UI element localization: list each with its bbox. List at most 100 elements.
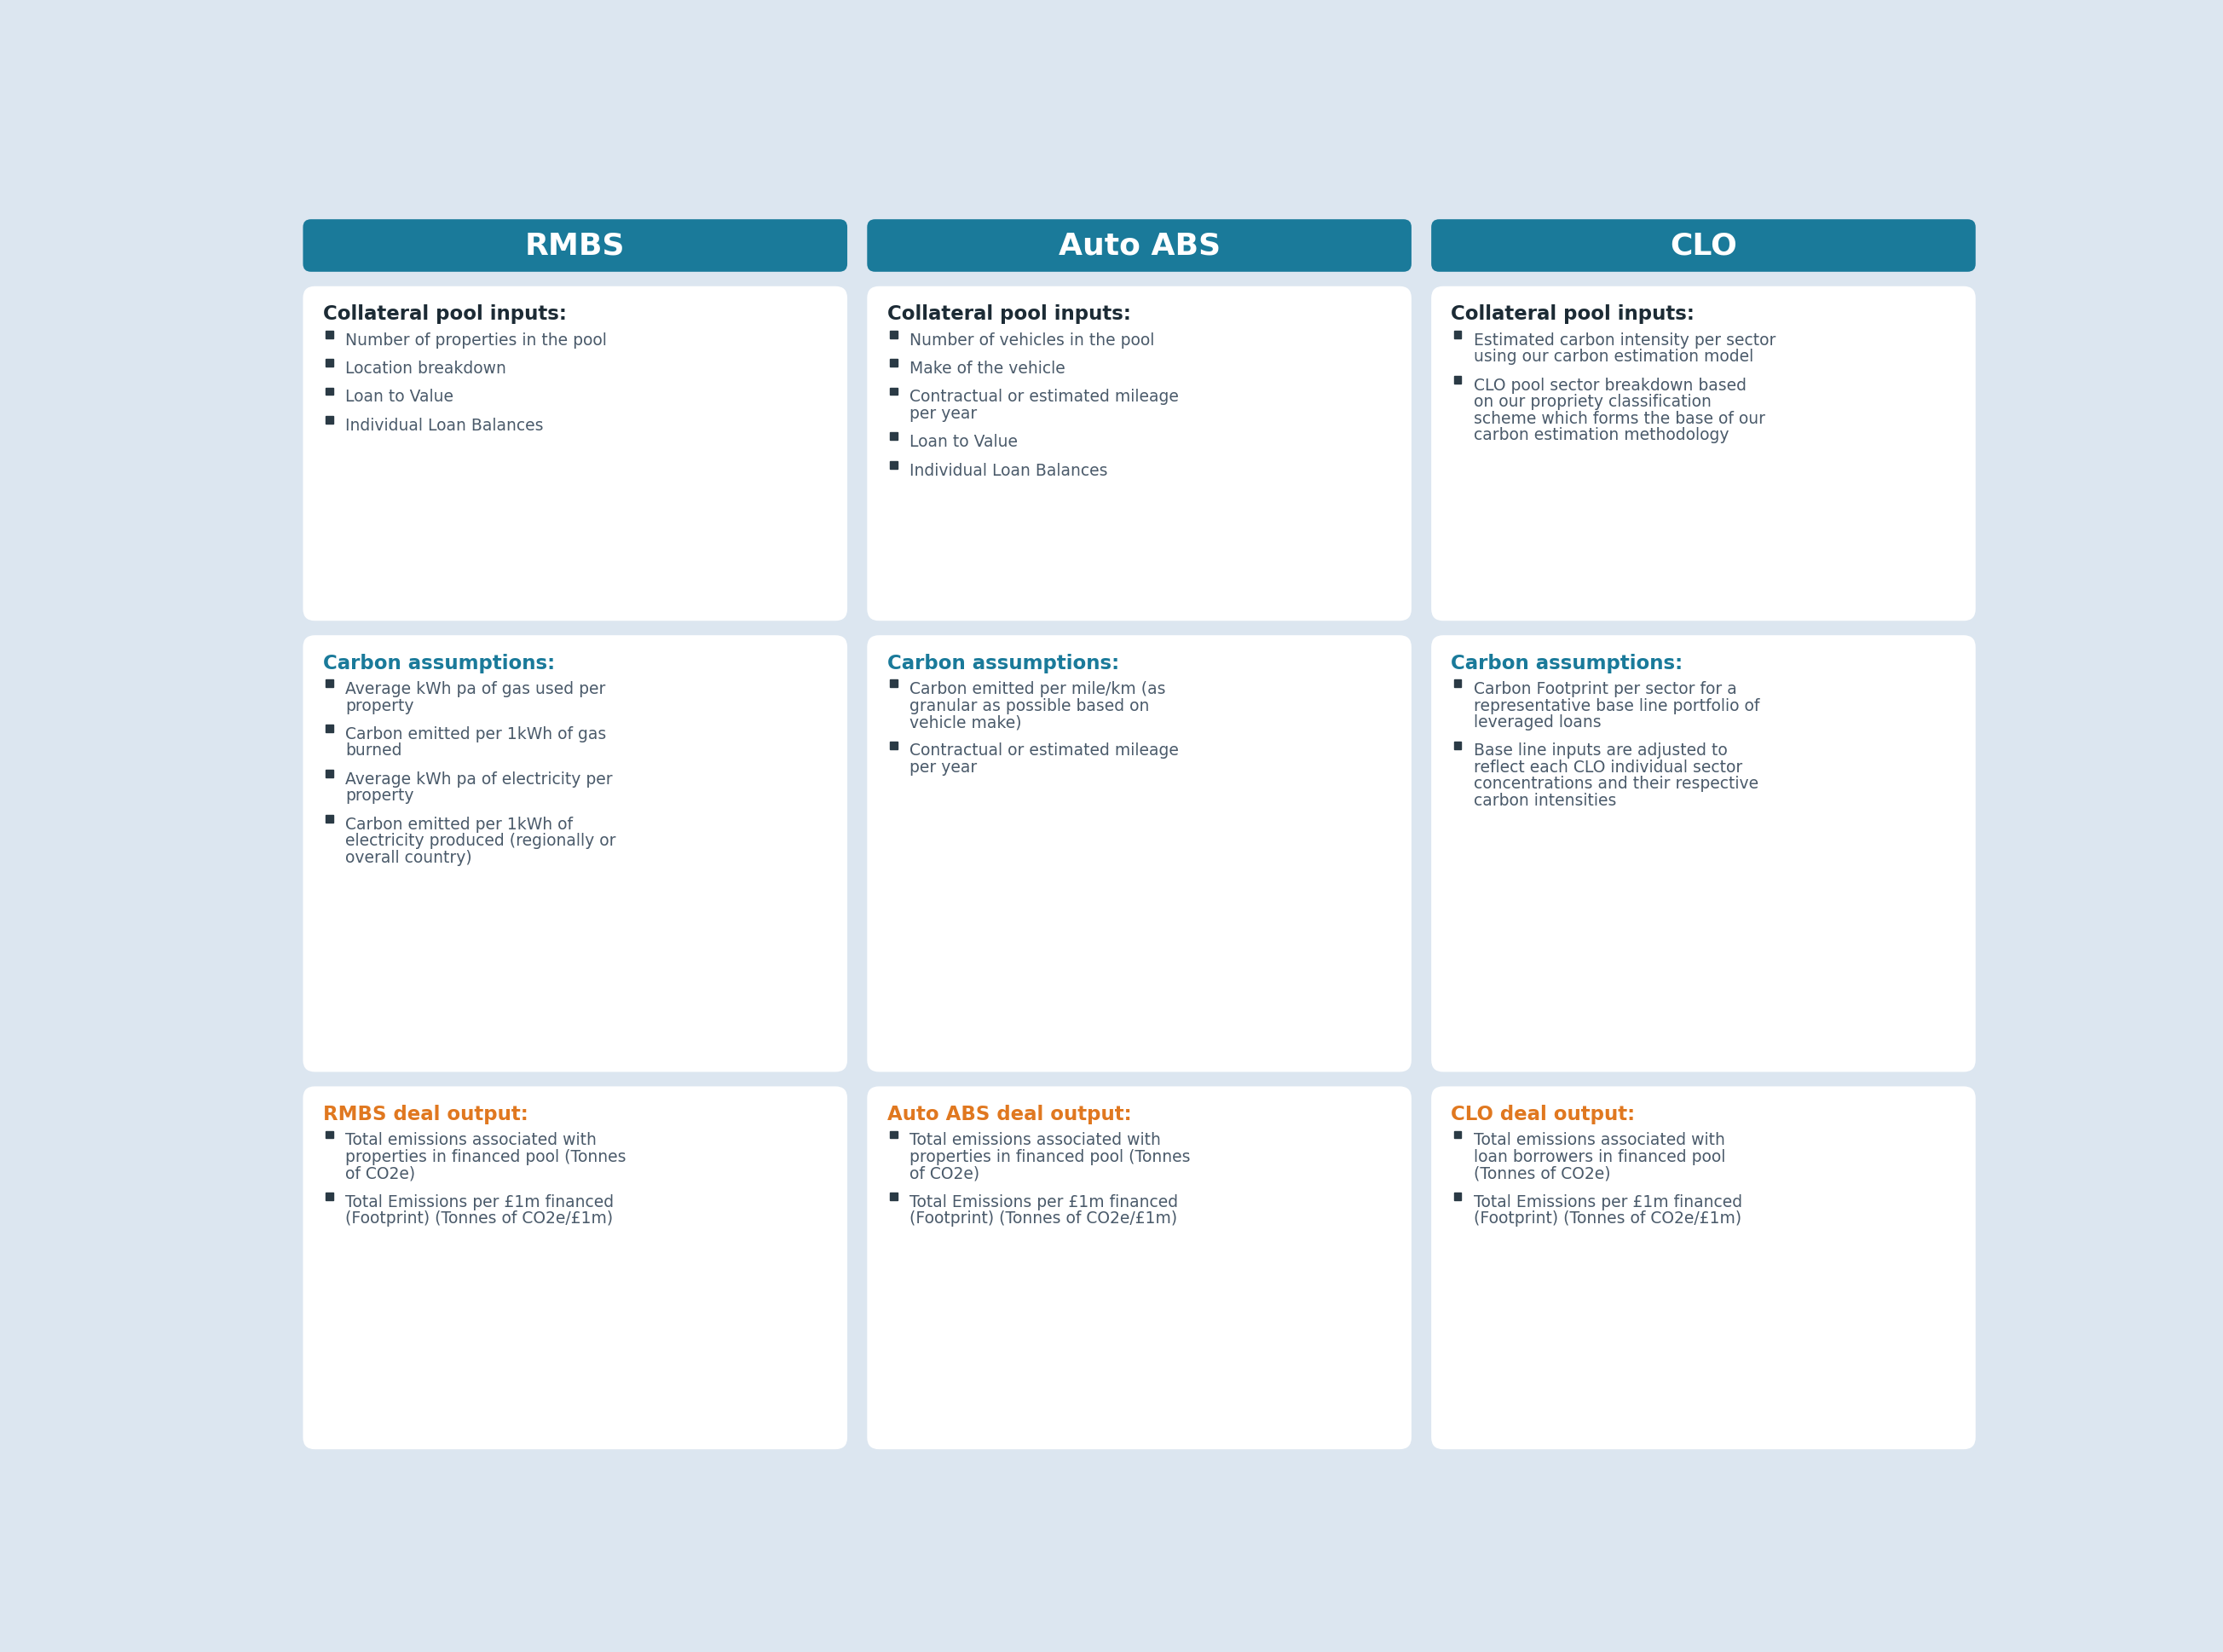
Bar: [889, 1193, 898, 1199]
Text: carbon intensities: carbon intensities: [1474, 793, 1616, 809]
Bar: [889, 433, 898, 439]
Bar: [889, 358, 898, 367]
Text: Auto ABS deal output:: Auto ABS deal output:: [887, 1105, 1132, 1125]
Text: Individual Loan Balances: Individual Loan Balances: [345, 418, 542, 434]
Bar: [1454, 1193, 1461, 1199]
Text: granular as possible based on: granular as possible based on: [909, 697, 1149, 714]
Text: per year: per year: [909, 406, 976, 421]
Bar: [325, 679, 333, 687]
Text: CLO: CLO: [1669, 231, 1736, 259]
Text: representative base line portfolio of: representative base line portfolio of: [1474, 697, 1758, 714]
Text: Carbon emitted per 1kWh of: Carbon emitted per 1kWh of: [345, 816, 574, 833]
Bar: [325, 388, 333, 395]
Text: properties in financed pool (Tonnes: properties in financed pool (Tonnes: [345, 1148, 627, 1165]
Text: Location breakdown: Location breakdown: [345, 360, 507, 377]
Text: using our carbon estimation model: using our carbon estimation model: [1474, 349, 1754, 365]
FancyBboxPatch shape: [867, 220, 1412, 271]
Text: electricity produced (regionally or: electricity produced (regionally or: [345, 833, 616, 849]
Bar: [889, 388, 898, 395]
Text: Loan to Value: Loan to Value: [909, 434, 1018, 451]
Bar: [1454, 742, 1461, 748]
Text: property: property: [345, 788, 413, 805]
Text: Collateral pool inputs:: Collateral pool inputs:: [887, 304, 1132, 324]
Text: Loan to Value: Loan to Value: [345, 390, 453, 405]
Text: CLO deal output:: CLO deal output:: [1452, 1105, 1636, 1125]
Text: Make of the vehicle: Make of the vehicle: [909, 360, 1065, 377]
Text: Average kWh pa of electricity per: Average kWh pa of electricity per: [345, 771, 614, 788]
Text: of CO2e): of CO2e): [909, 1166, 980, 1181]
FancyBboxPatch shape: [302, 286, 847, 621]
Bar: [1454, 330, 1461, 339]
Text: (Tonnes of CO2e): (Tonnes of CO2e): [1474, 1166, 1609, 1181]
Text: Total emissions associated with: Total emissions associated with: [1474, 1132, 1725, 1148]
Text: Carbon assumptions:: Carbon assumptions:: [887, 654, 1118, 674]
Text: Number of properties in the pool: Number of properties in the pool: [345, 332, 607, 349]
Bar: [889, 679, 898, 687]
Text: Total Emissions per £1m financed: Total Emissions per £1m financed: [1474, 1194, 1743, 1211]
Bar: [1454, 375, 1461, 383]
Text: Carbon emitted per mile/km (as: Carbon emitted per mile/km (as: [909, 681, 1165, 697]
Text: Carbon Footprint per sector for a: Carbon Footprint per sector for a: [1474, 681, 1736, 697]
Bar: [889, 330, 898, 339]
Bar: [325, 814, 333, 823]
Bar: [325, 416, 333, 423]
Text: of CO2e): of CO2e): [345, 1166, 416, 1181]
Text: CLO pool sector breakdown based: CLO pool sector breakdown based: [1474, 377, 1747, 393]
Text: Carbon emitted per 1kWh of gas: Carbon emitted per 1kWh of gas: [345, 727, 607, 742]
Text: RMBS: RMBS: [525, 231, 625, 259]
Bar: [325, 330, 333, 339]
Text: Carbon assumptions:: Carbon assumptions:: [322, 654, 556, 674]
Text: Total emissions associated with: Total emissions associated with: [909, 1132, 1160, 1148]
Bar: [889, 742, 898, 748]
Text: on our propriety classification: on our propriety classification: [1474, 393, 1712, 410]
Text: Estimated carbon intensity per sector: Estimated carbon intensity per sector: [1474, 332, 1776, 349]
Text: per year: per year: [909, 760, 976, 776]
FancyBboxPatch shape: [1432, 636, 1976, 1072]
FancyBboxPatch shape: [867, 286, 1412, 621]
Text: burned: burned: [345, 743, 402, 758]
FancyBboxPatch shape: [1432, 1087, 1976, 1449]
Text: property: property: [345, 697, 413, 714]
Text: Average kWh pa of gas used per: Average kWh pa of gas used per: [345, 681, 605, 697]
Text: Contractual or estimated mileage: Contractual or estimated mileage: [909, 743, 1178, 758]
Text: Collateral pool inputs:: Collateral pool inputs:: [322, 304, 567, 324]
Bar: [325, 358, 333, 367]
Bar: [1454, 679, 1461, 687]
Bar: [1454, 1132, 1461, 1138]
Text: Total emissions associated with: Total emissions associated with: [345, 1132, 596, 1148]
Text: vehicle make): vehicle make): [909, 714, 1023, 730]
FancyBboxPatch shape: [1432, 286, 1976, 621]
FancyBboxPatch shape: [302, 220, 847, 271]
Bar: [325, 1193, 333, 1199]
Text: concentrations and their respective: concentrations and their respective: [1474, 776, 1758, 793]
Text: RMBS deal output:: RMBS deal output:: [322, 1105, 529, 1125]
Bar: [325, 1132, 333, 1138]
FancyBboxPatch shape: [1432, 220, 1976, 271]
Text: Total Emissions per £1m financed: Total Emissions per £1m financed: [345, 1194, 614, 1211]
Text: (Footprint) (Tonnes of CO2e/£1m): (Footprint) (Tonnes of CO2e/£1m): [345, 1211, 614, 1227]
Text: properties in financed pool (Tonnes: properties in financed pool (Tonnes: [909, 1148, 1189, 1165]
Text: (Footprint) (Tonnes of CO2e/£1m): (Footprint) (Tonnes of CO2e/£1m): [909, 1211, 1178, 1227]
Bar: [325, 725, 333, 732]
Text: Contractual or estimated mileage: Contractual or estimated mileage: [909, 390, 1178, 405]
Text: loan borrowers in financed pool: loan borrowers in financed pool: [1474, 1148, 1725, 1165]
Text: Number of vehicles in the pool: Number of vehicles in the pool: [909, 332, 1154, 349]
Text: Total Emissions per £1m financed: Total Emissions per £1m financed: [909, 1194, 1178, 1211]
FancyBboxPatch shape: [867, 636, 1412, 1072]
Text: carbon estimation methodology: carbon estimation methodology: [1474, 428, 1729, 443]
Text: Individual Loan Balances: Individual Loan Balances: [909, 463, 1107, 479]
FancyBboxPatch shape: [867, 1087, 1412, 1449]
Text: Base line inputs are adjusted to: Base line inputs are adjusted to: [1474, 743, 1727, 758]
Text: Carbon assumptions:: Carbon assumptions:: [1452, 654, 1683, 674]
Text: leveraged loans: leveraged loans: [1474, 714, 1601, 730]
Text: Collateral pool inputs:: Collateral pool inputs:: [1452, 304, 1694, 324]
Text: reflect each CLO individual sector: reflect each CLO individual sector: [1474, 760, 1743, 776]
Bar: [325, 770, 333, 778]
Text: (Footprint) (Tonnes of CO2e/£1m): (Footprint) (Tonnes of CO2e/£1m): [1474, 1211, 1741, 1227]
Text: Auto ABS: Auto ABS: [1058, 231, 1220, 259]
FancyBboxPatch shape: [302, 1087, 847, 1449]
Text: scheme which forms the base of our: scheme which forms the base of our: [1474, 410, 1765, 426]
Bar: [889, 1132, 898, 1138]
Bar: [889, 461, 898, 469]
Text: overall country): overall country): [345, 849, 471, 866]
